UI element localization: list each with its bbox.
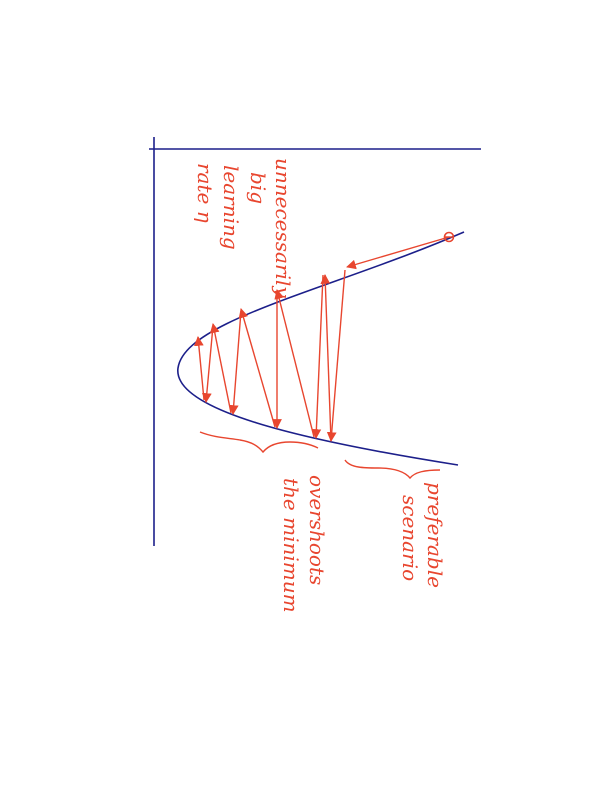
zigzag-path: [193, 274, 332, 442]
label-the-minimum: the minimum: [279, 478, 303, 613]
preferable-drop-arrow: [326, 269, 346, 442]
annotation-overshoots: overshoots the minimum: [279, 475, 329, 613]
annotation-big-rate: unnecessarily big learning rate η: [193, 158, 295, 298]
label-unnecessarily: unnecessarily: [271, 158, 295, 298]
preferable-step-arrow: [346, 236, 450, 270]
label-big: big: [246, 172, 270, 204]
label-learning: learning: [219, 165, 243, 250]
label-scenario: scenario: [398, 495, 422, 581]
label-overshoots: overshoots: [305, 475, 329, 585]
label-rate-eta: rate η: [193, 163, 217, 223]
brace-preferable: [344, 459, 441, 480]
label-preferable: preferable: [423, 482, 447, 588]
loss-curve: [177, 231, 465, 466]
annotation-preferable: preferable scenario: [398, 482, 447, 588]
brace-big-rate: [199, 431, 319, 454]
